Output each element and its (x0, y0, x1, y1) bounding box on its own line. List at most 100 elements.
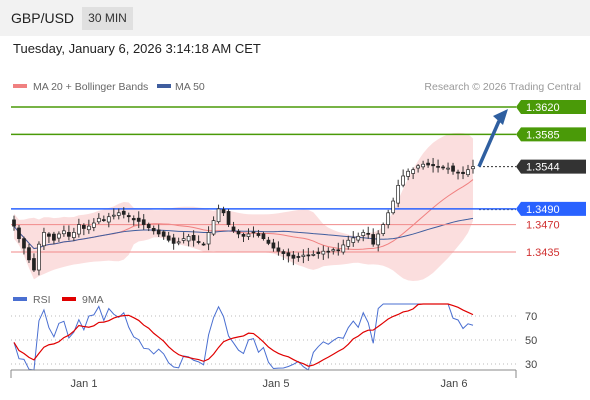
candle (201, 241, 206, 246)
candle (421, 160, 425, 170)
candle (141, 214, 146, 230)
candle-body (67, 232, 71, 237)
candle-body (456, 171, 460, 174)
candle-body (12, 219, 16, 227)
candle-body (17, 227, 21, 240)
candle (251, 226, 256, 238)
candle-body (52, 233, 56, 241)
candle (216, 204, 221, 224)
candle (316, 247, 321, 259)
candle-body (341, 244, 346, 253)
candle-body (316, 251, 321, 254)
candle-body (86, 225, 91, 231)
candle-body (106, 216, 111, 223)
candle (151, 225, 156, 235)
candle-body (276, 247, 281, 252)
candle-body (396, 185, 401, 204)
candle (211, 216, 216, 236)
candle-body (22, 238, 26, 249)
candle (366, 226, 371, 239)
candle-body (336, 249, 341, 252)
candle-body (431, 164, 435, 167)
level-tag-1.3585 (516, 127, 586, 142)
candle (246, 228, 251, 240)
candle (441, 164, 445, 171)
candle (146, 222, 151, 232)
candle-body (291, 254, 296, 259)
candle-body (176, 241, 181, 244)
candle (47, 232, 51, 244)
candle-body (101, 219, 106, 221)
rsi-line (13, 303, 474, 371)
candle (306, 247, 311, 261)
candle-body (251, 231, 256, 234)
candle-body (181, 238, 186, 241)
candle-body (386, 212, 391, 225)
candle-body (131, 218, 136, 221)
candle (391, 197, 396, 215)
candle-body (96, 217, 101, 223)
candle (381, 222, 386, 237)
candle (37, 241, 41, 276)
bb-legend-swatch (13, 84, 27, 88)
rsi-axis-label: 30 (525, 359, 537, 371)
candle-body (77, 224, 81, 235)
symbol-label: GBP/USD (11, 10, 75, 26)
candle-body (326, 250, 331, 253)
candle-body (271, 242, 276, 249)
candle-body (241, 234, 246, 237)
ma50-legend-label: MA 50 (175, 81, 205, 93)
candle (371, 228, 376, 247)
candle-body (116, 212, 121, 216)
candle (471, 159, 475, 174)
candle (326, 247, 331, 259)
candle (291, 250, 296, 266)
candle-body (206, 232, 211, 245)
x-tick-label: Jan 5 (263, 378, 290, 390)
price-layer: 1.3620 1.3585 1.3490 1.3470 1.3435 1.3544 (11, 100, 586, 281)
candle (106, 212, 111, 228)
candle (17, 225, 21, 243)
rsi-legend-swatch (13, 297, 27, 301)
candle (186, 233, 191, 247)
chart-header: GBP/USD 30 MIN (0, 0, 590, 36)
candle-body (231, 226, 236, 232)
timeframe-button[interactable]: 30 MIN (82, 7, 133, 30)
candle-body (141, 219, 146, 225)
current-price-label: 1.3544 (526, 162, 560, 174)
candle-body (311, 254, 316, 256)
candle (261, 231, 266, 241)
candle (176, 237, 181, 246)
rsi-legend-label: RSI (33, 294, 51, 306)
candle (276, 241, 281, 256)
candle (351, 231, 356, 247)
rsi-layer: 30 50 70 (11, 303, 537, 371)
candle-body (266, 239, 271, 244)
candle-body (376, 233, 381, 246)
candle (436, 159, 440, 173)
candle (77, 218, 81, 238)
candle (111, 208, 116, 220)
candle (32, 253, 36, 273)
candle (286, 248, 291, 263)
candle (296, 252, 301, 262)
candle-body (351, 237, 356, 243)
candle-body (246, 233, 251, 237)
candle-body (91, 222, 96, 228)
candle (301, 249, 306, 264)
candle (81, 223, 86, 236)
candle-body (356, 235, 361, 241)
candle-body (366, 232, 371, 235)
candle (446, 162, 450, 174)
candle-body (236, 230, 241, 235)
candle-body (226, 211, 231, 225)
candle-body (37, 243, 41, 271)
candle-body (201, 243, 206, 246)
candle (416, 164, 420, 173)
candle (27, 243, 31, 263)
candle-body (196, 241, 201, 243)
candle (12, 215, 16, 231)
target-arrow-head (493, 109, 508, 125)
candle (456, 169, 460, 180)
candle-body (111, 214, 116, 217)
